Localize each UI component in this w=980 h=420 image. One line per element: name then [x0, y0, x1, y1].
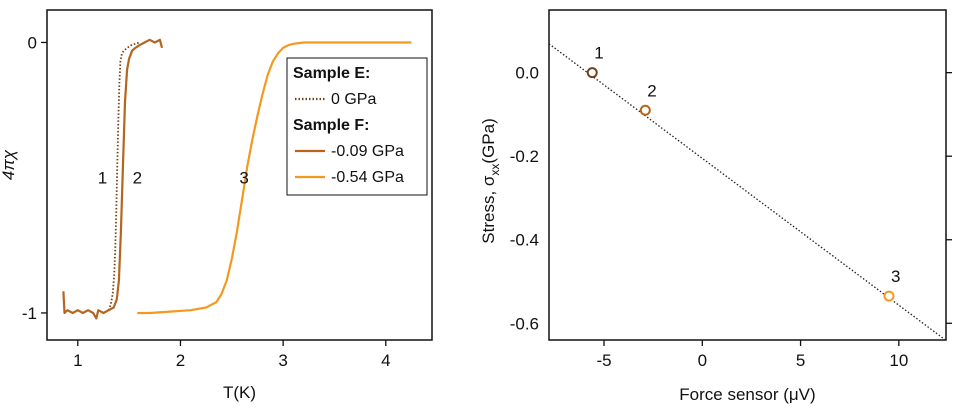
data-point-1 [586, 67, 598, 79]
right-y-tick-label: -0.4 [510, 231, 539, 250]
right-marks-group: 1 2 3 [548, 43, 947, 341]
right-x-tick-label: 0 [698, 351, 707, 370]
left-curve-label-2: 2 [133, 169, 142, 188]
right-y-axis-title-main: Stress, σ [479, 175, 498, 244]
left-y-tick-label: -1 [22, 304, 37, 323]
left-x-tick-label: 2 [176, 351, 185, 370]
left-x-tick-label: 1 [73, 351, 82, 370]
left-x-tick-label: 4 [381, 351, 390, 370]
legend: Sample E: 0 GPa Sample F: -0.09 GPa -0.54 GP… [286, 57, 428, 196]
right-plot-frame [548, 9, 947, 341]
left-series-group [62, 38, 412, 320]
left-x-tick-label: 3 [278, 351, 287, 370]
left-curve-label-1: 1 [98, 169, 107, 188]
right-x-tick-label: 10 [889, 351, 908, 370]
legend-entry-label: -0.09 GPa [331, 143, 404, 160]
legend-heading: Sample E: [293, 65, 370, 82]
right-panel-chart: -5 0 5 10 0.0 -0.2 -0.4 -0.6 1 2 3 Force sensor (… [479, 9, 952, 404]
legend-entry-label: -0.54 GPa [331, 169, 404, 186]
right-x-tick-label: 5 [796, 351, 805, 370]
left-series-line-1 [107, 41, 140, 311]
data-point-2 [639, 104, 651, 116]
legend-entry-label: 0 GPa [331, 91, 376, 108]
left-curve-label-3: 3 [239, 169, 248, 188]
right-y-axis-title: Stress, σxx(GPa) [479, 118, 502, 243]
data-point-3 [883, 290, 895, 302]
data-point-label-2: 2 [647, 81, 656, 100]
right-y-tick-label: 0.0 [515, 64, 539, 83]
right-y-tick-label: -0.6 [510, 314, 539, 333]
legend-heading: Sample F: [293, 117, 369, 134]
left-curve-labels: 1 2 3 [98, 169, 249, 188]
right-axis-ticks: -5 0 5 10 0.0 -0.2 -0.4 -0.6 [510, 64, 952, 370]
left-series-line-3 [137, 41, 412, 315]
right-x-tick-label: -5 [596, 351, 611, 370]
right-x-axis-title: Force sensor (μV) [679, 385, 815, 404]
right-y-axis-title-subscript: xx [488, 164, 502, 176]
left-y-tick-label: 0 [28, 33, 37, 52]
data-point-label-1: 1 [594, 44, 603, 63]
left-x-axis-title: T(K) [223, 383, 256, 402]
legend-box [286, 57, 428, 196]
left-series-line-2 [62, 38, 164, 320]
data-point-label-3: 3 [891, 267, 900, 286]
right-y-tick-label: -0.2 [510, 147, 539, 166]
left-plot-frame [46, 9, 433, 341]
left-y-axis-title: 4πχ [0, 149, 18, 180]
right-y-axis-title-unit: (GPa) [479, 118, 498, 163]
left-axis-ticks: 1 2 3 4 -1 0 [22, 33, 391, 370]
